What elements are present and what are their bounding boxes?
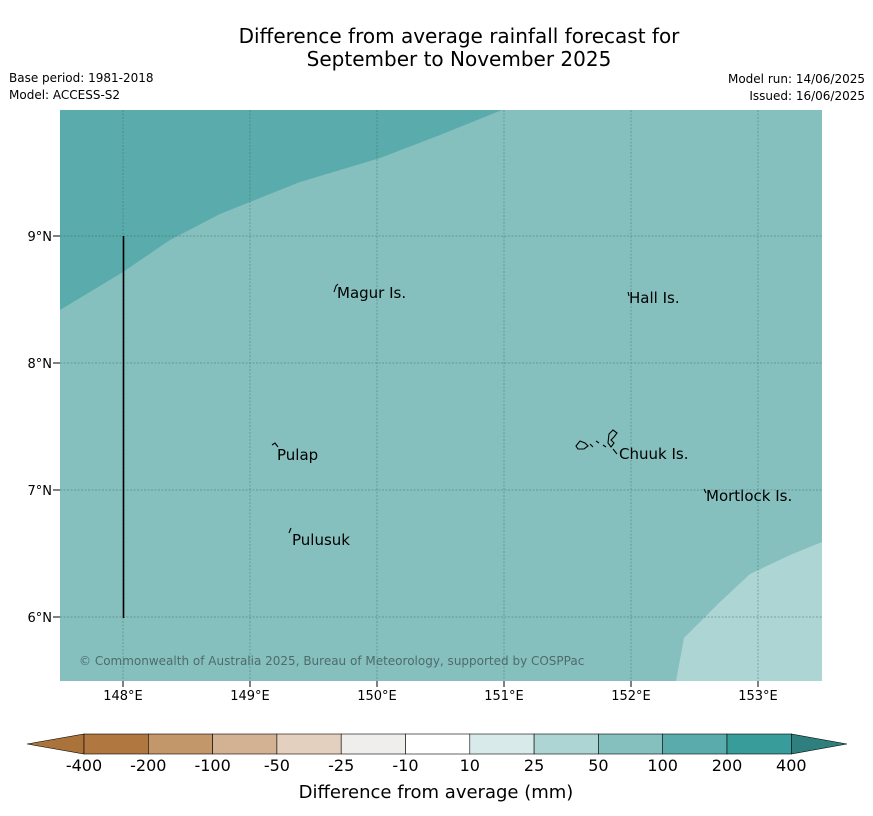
issued-text: Issued: 16/06/2025 — [749, 89, 865, 103]
colorbar-swatch — [598, 733, 664, 755]
x-tick-label: 148°E — [103, 689, 143, 704]
colorbar-swatch — [405, 733, 471, 755]
place-label-pulap: Pulap — [277, 446, 318, 464]
x-tick-label: 151°E — [484, 689, 524, 704]
colorbar: -400 -200 -100 -50 -25 -10 10 25 50 100 200 400 — [26, 733, 848, 775]
colorbar-swatch — [83, 733, 149, 755]
magur-island-shape — [333, 283, 339, 293]
colorbar-tick-label: -10 — [392, 756, 418, 775]
colorbar-tick-label: 100 — [647, 756, 678, 775]
colorbar-swatch — [726, 733, 792, 755]
place-label-pulusuk: Pulusuk — [292, 531, 350, 549]
hall-island-shape — [627, 291, 630, 297]
colorbar-tick-label: -100 — [194, 756, 230, 775]
y-axis: 9°N 8°N 7°N 6°N — [28, 230, 60, 626]
colorbar-swatch — [662, 733, 728, 755]
colorbar-swatch — [148, 733, 213, 755]
place-labels: Magur Is. Hall Is. Pulap Chuuk Is. Mortl… — [277, 284, 792, 549]
colorbar-swatch — [469, 733, 535, 755]
colorbar-label: Difference from average (mm) — [299, 782, 574, 803]
zone-25-50 — [676, 542, 822, 681]
colorbar-tick-label: 200 — [712, 756, 743, 775]
mortlock-island-shape — [703, 488, 707, 494]
island-outlines — [271, 283, 707, 534]
copyright-credit: © Commonwealth of Australia 2025, Bureau… — [79, 654, 584, 668]
x-tick-label: 149°E — [230, 689, 270, 704]
colorbar-swatch — [276, 733, 342, 755]
colorbar-tick-label: 400 — [776, 756, 807, 775]
rainfall-field — [60, 110, 822, 681]
colorbar-tick-label: -50 — [264, 756, 290, 775]
place-label-mortlock: Mortlock Is. — [706, 487, 792, 505]
map-title-line1: Difference from average rainfall forecas… — [238, 24, 680, 48]
colorbar-tick-label: 50 — [588, 756, 608, 775]
place-label-chuuk: Chuuk Is. — [619, 445, 688, 463]
y-tick-label: 7°N — [28, 484, 53, 499]
x-tick-label: 150°E — [357, 689, 397, 704]
x-tick-label: 153°E — [738, 689, 778, 704]
place-label-magur: Magur Is. — [337, 284, 406, 302]
place-label-hall: Hall Is. — [629, 289, 680, 307]
colorbar-extend-high — [790, 733, 848, 755]
colorbar-tick-label: -25 — [328, 756, 354, 775]
colorbar-tick-label: 25 — [524, 756, 544, 775]
zone-100-200 — [60, 110, 502, 310]
model-run-text: Model run: 14/06/2025 — [727, 72, 865, 86]
x-axis: 148°E 149°E 150°E 151°E 152°E 153°E — [103, 681, 778, 704]
map-title-line2: September to November 2025 — [306, 47, 612, 71]
colorbar-tick-label: 10 — [460, 756, 480, 775]
colorbar-tick-label: -400 — [66, 756, 102, 775]
colorbar-extend-low — [26, 733, 85, 755]
pulusuk-island-shape — [288, 527, 292, 534]
colorbar-swatch — [212, 733, 278, 755]
graticule — [60, 110, 822, 681]
y-tick-label: 9°N — [28, 230, 53, 245]
x-tick-label: 152°E — [611, 689, 651, 704]
y-tick-label: 6°N — [28, 611, 53, 626]
colorbar-swatch — [533, 733, 599, 755]
y-tick-label: 8°N — [28, 357, 53, 372]
colorbar-tick-label: -200 — [130, 756, 166, 775]
base-period-text: Base period: 1981-2018 — [9, 71, 154, 85]
model-text: Model: ACCESS-S2 — [9, 88, 121, 102]
meta-right: Model run: 14/06/2025 Issued: 16/06/2025 — [728, 71, 865, 105]
chuuk-lagoon-shape — [575, 429, 618, 455]
colorbar-swatch — [340, 733, 406, 755]
meta-left: Base period: 1981-2018 Model: ACCESS-S2 — [9, 70, 154, 104]
pulap-island-shape — [271, 442, 279, 448]
